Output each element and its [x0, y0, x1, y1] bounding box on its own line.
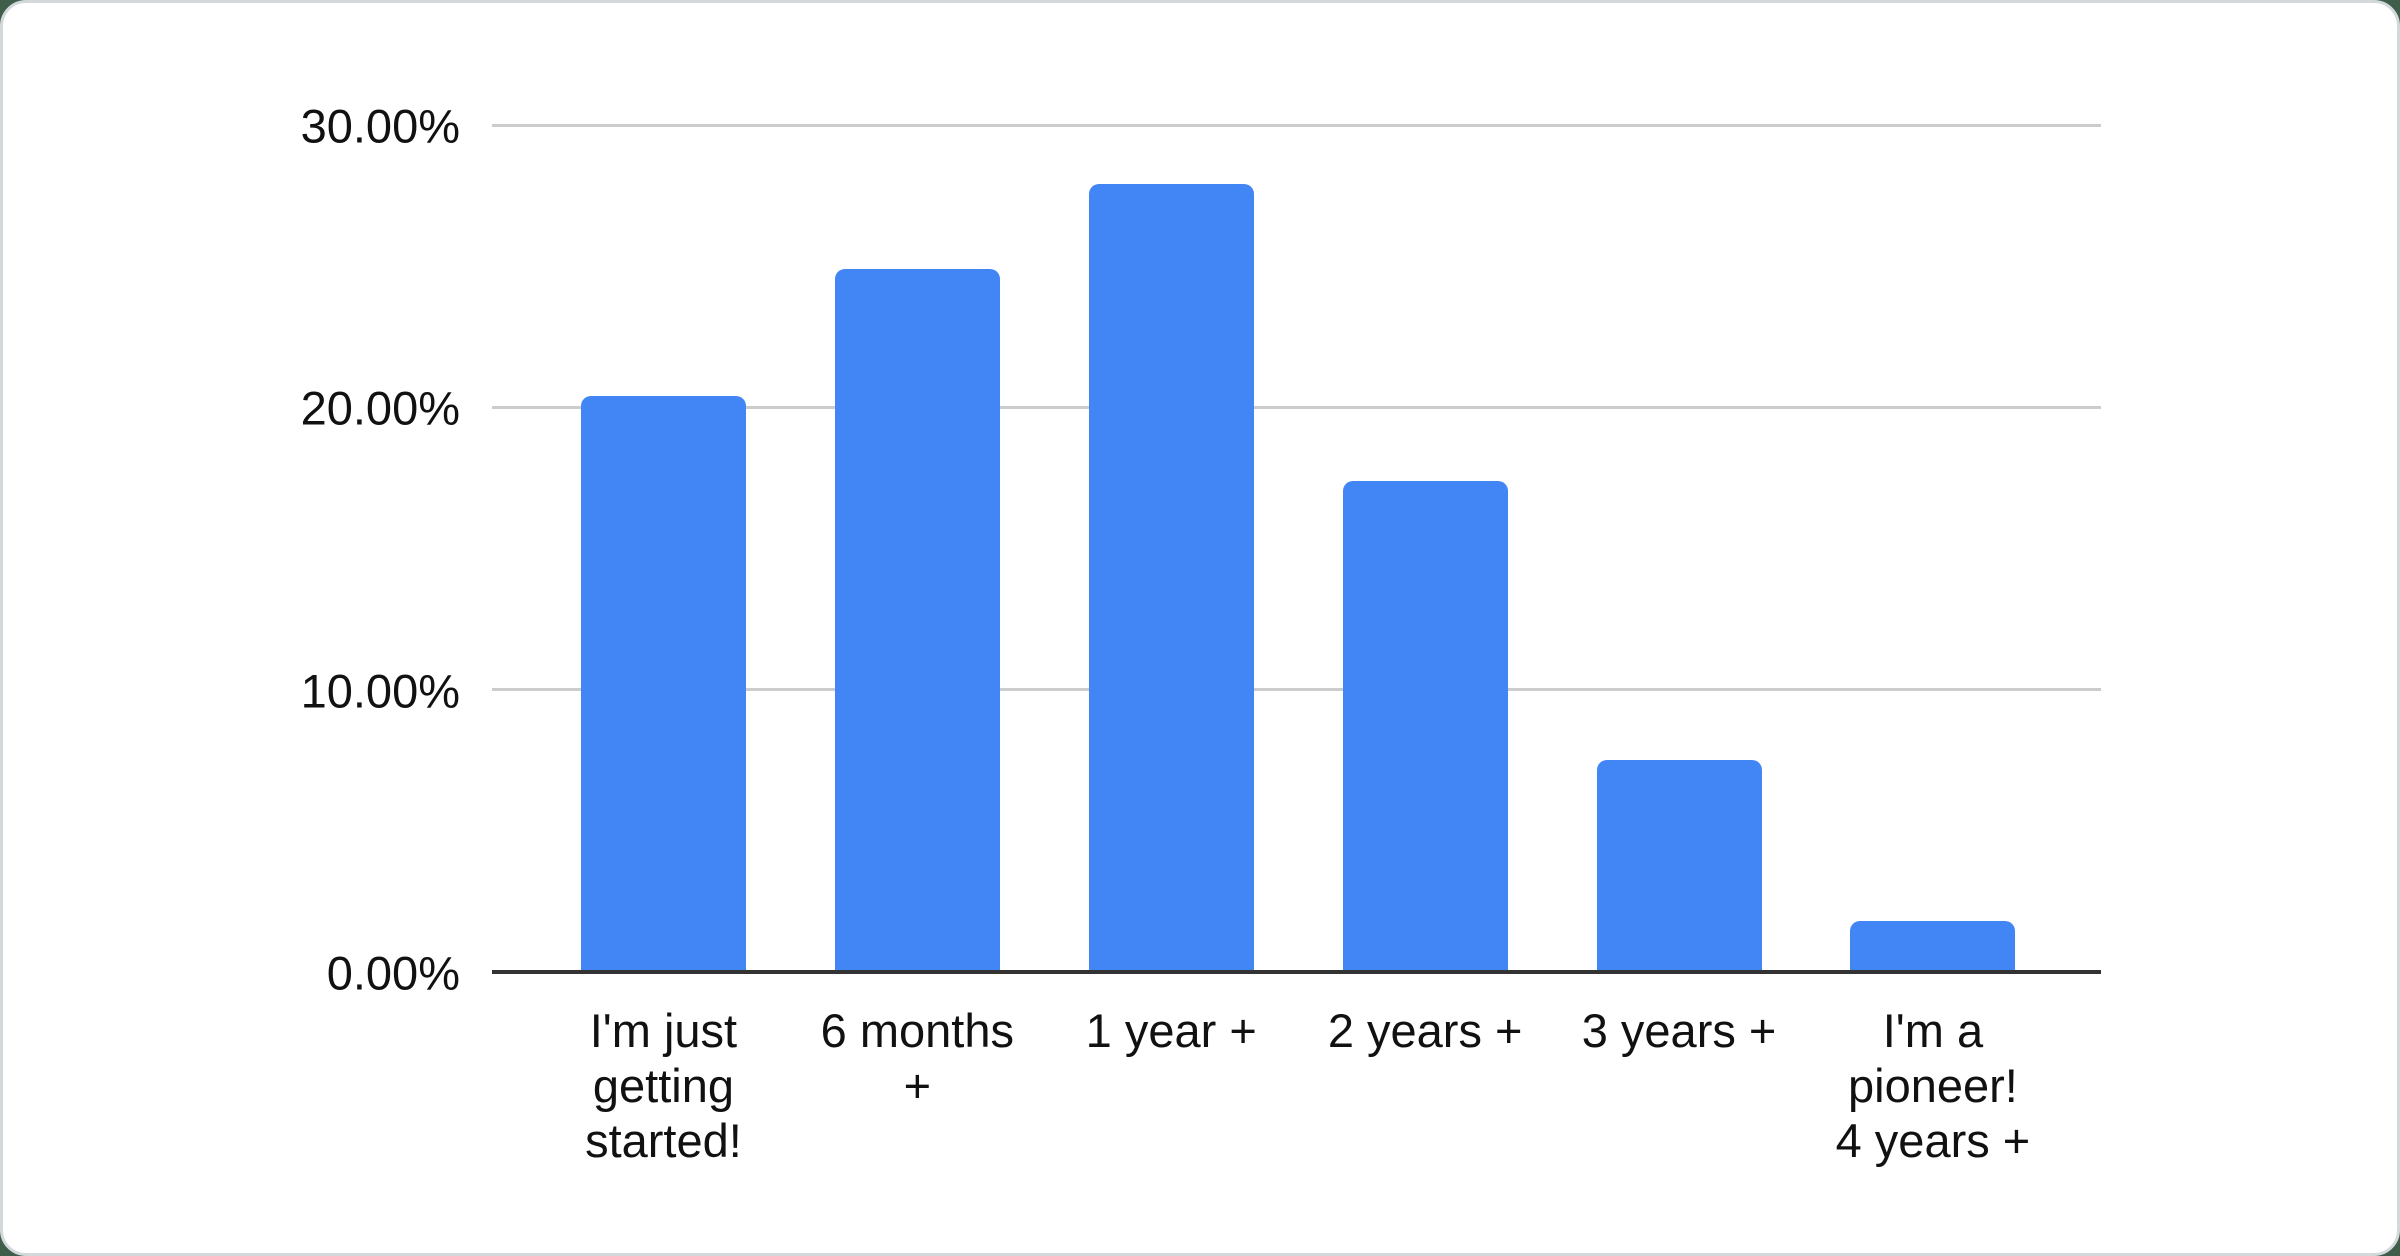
x-category-label-line: pioneer! — [1848, 1059, 2018, 1112]
y-tick-label: 20.00% — [300, 381, 460, 435]
x-category-label-line: I'm just — [589, 1004, 738, 1057]
bar-chart: 0.00% 10.00% 20.00% 30.00% I'm just getting st… — [3, 3, 2397, 1253]
y-gridline — [492, 405, 2101, 409]
x-category-label-line: + — [903, 1059, 932, 1112]
x-category-label: 6 months + — [757, 1003, 1077, 1113]
x-category-label: 3 years + — [1519, 1003, 1839, 1058]
x-category-label: I'm a pioneer! 4 years + — [1773, 1003, 2093, 1168]
y-tick-label: 30.00% — [300, 99, 460, 153]
x-category-label: I'm just getting started! — [503, 1003, 823, 1168]
bar — [1596, 760, 1762, 972]
bar — [580, 396, 746, 972]
x-category-label-line: 4 years + — [1835, 1114, 2031, 1167]
y-gridline — [492, 123, 2101, 127]
x-axis-line — [492, 970, 2101, 974]
x-category-label: 2 years + — [1265, 1003, 1585, 1058]
x-category-label-line: started! — [585, 1114, 742, 1167]
bar — [1088, 184, 1254, 972]
x-category-label: 1 year + — [1011, 1003, 1331, 1058]
bar — [834, 268, 1000, 972]
y-tick-label: 10.00% — [300, 664, 460, 718]
x-category-label-line: 6 months — [820, 1004, 1014, 1057]
y-tick-label: 0.00% — [326, 946, 460, 1000]
x-category-label-line: 1 year + — [1085, 1004, 1257, 1057]
x-category-label-line: getting — [592, 1059, 734, 1112]
bar — [1850, 921, 2016, 972]
x-category-label-line: I'm a — [1882, 1004, 1984, 1057]
x-category-label-line: 3 years + — [1581, 1004, 1777, 1057]
bar — [1342, 480, 1508, 972]
y-gridline — [492, 688, 2101, 692]
x-category-label-line: 2 years + — [1327, 1004, 1523, 1057]
